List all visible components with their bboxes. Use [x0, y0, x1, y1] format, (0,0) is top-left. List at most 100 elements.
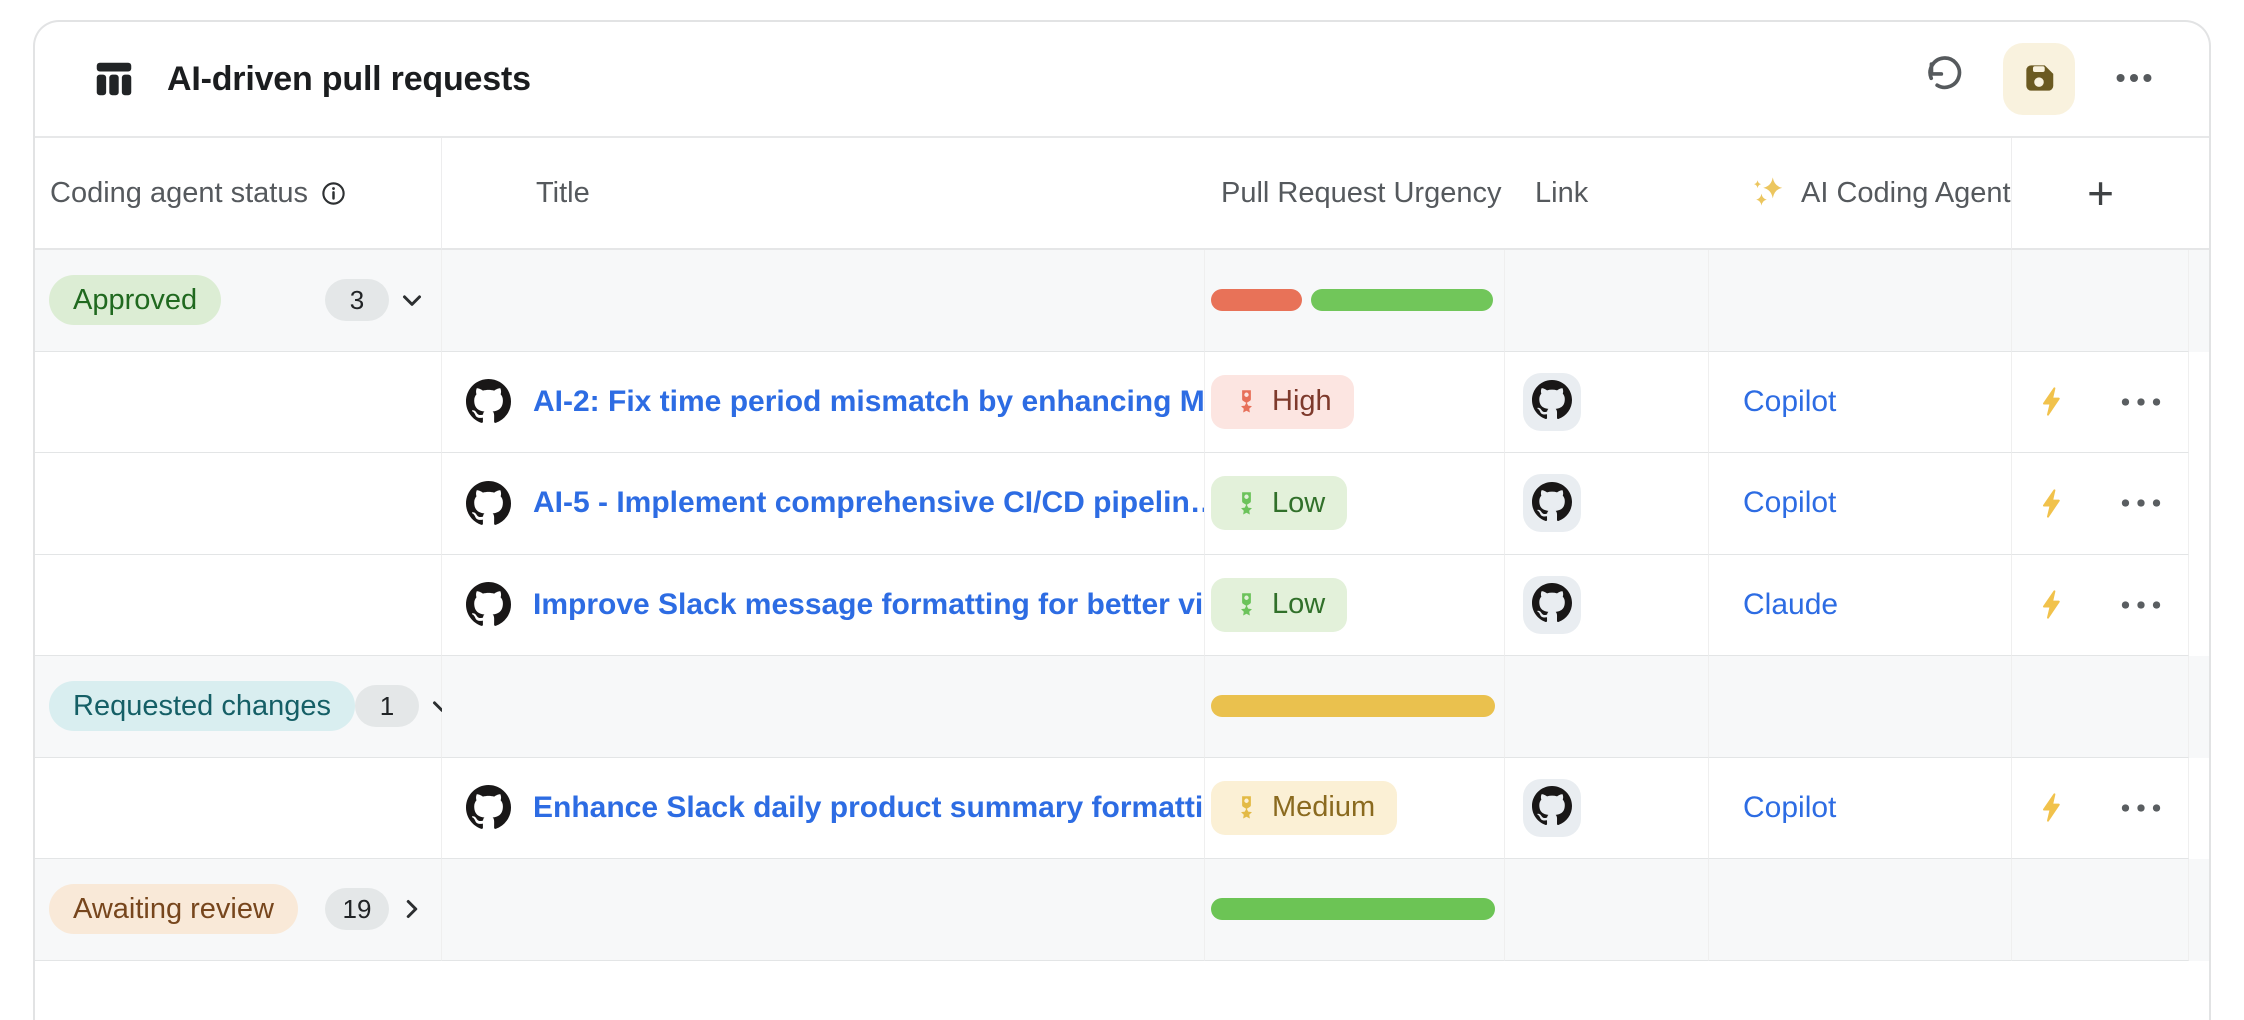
save-button[interactable]: [2003, 43, 2075, 115]
add-field-button[interactable]: +: [2012, 138, 2189, 250]
column-header-pull-request-urgency[interactable]: Pull Request Urgency: [1205, 138, 1505, 250]
group-agent-cell: [1709, 250, 2012, 352]
lightning-icon[interactable]: [2036, 791, 2069, 824]
row-urgency-cell[interactable]: High: [1205, 351, 1505, 453]
urgency-badge[interactable]: Medium: [1211, 780, 1398, 835]
status-badge[interactable]: Approved: [49, 275, 222, 326]
add-icon: +: [2087, 167, 2114, 219]
group-title-cell: [442, 250, 1205, 352]
header-filler: [2189, 138, 2209, 250]
urgency-badge[interactable]: Low: [1211, 476, 1348, 531]
row-actions-cell: [2012, 554, 2189, 656]
row-agent-cell[interactable]: Copilot: [1709, 453, 2012, 555]
row-link-cell: [1505, 554, 1709, 656]
group-agent-cell: [1709, 656, 2012, 758]
urgency-summary-bar: [1211, 289, 1302, 312]
github-link-button[interactable]: [1523, 372, 1581, 431]
lightning-icon[interactable]: [2036, 487, 2069, 520]
row-agent-cell[interactable]: Copilot: [1709, 351, 2012, 453]
group-link-cell: [1505, 250, 1709, 352]
info-icon[interactable]: [320, 180, 347, 207]
urgency-badge[interactable]: High: [1211, 374, 1354, 429]
pull-request-title-link[interactable]: Improve Slack message formatting for bet…: [533, 587, 1204, 621]
row-title-cell[interactable]: AI-5 - Implement comprehensive CI/CD pip…: [442, 453, 1205, 555]
urgency-label: Low: [1272, 486, 1326, 519]
row-status-cell[interactable]: [35, 453, 442, 555]
group-row: Approved 3: [35, 250, 2209, 352]
urgency-summary-bars: [1211, 695, 1495, 718]
more-icon: [2111, 55, 2157, 104]
github-icon: [466, 582, 511, 627]
medal-icon: [1233, 794, 1260, 821]
urgency-badge[interactable]: Low: [1211, 577, 1348, 632]
row-link-cell: [1505, 757, 1709, 859]
lightning-icon[interactable]: [2036, 588, 2069, 621]
group-row: Requested changes 1: [35, 656, 2209, 758]
pull-request-title-link[interactable]: AI-5 - Implement comprehensive CI/CD pip…: [533, 486, 1204, 520]
row-filler: [2189, 250, 2209, 352]
row-menu-icon[interactable]: [2117, 488, 2165, 518]
row-urgency-cell[interactable]: Low: [1205, 453, 1505, 555]
group-status-cell[interactable]: Approved 3: [35, 250, 442, 352]
medal-icon: [1233, 490, 1260, 517]
chevron-down-icon[interactable]: [397, 285, 427, 315]
undo-icon: [1923, 55, 1967, 103]
column-header-ai-coding-agent[interactable]: AI Coding Agent: [1709, 138, 2012, 250]
row-menu-icon[interactable]: [2117, 590, 2165, 620]
ai-coding-agent-link[interactable]: Copilot: [1743, 486, 1837, 520]
column-label: Coding agent status: [50, 176, 308, 209]
status-badge[interactable]: Requested changes: [49, 681, 355, 732]
row-filler: [2189, 554, 2209, 656]
group-urgency-summary-cell: [1205, 250, 1505, 352]
pull-request-title-link[interactable]: AI-2: Fix time period mismatch by enhanc…: [533, 384, 1204, 418]
table-row: Improve Slack message formatting for bet…: [35, 554, 2209, 656]
group-urgency-summary-cell: [1205, 656, 1505, 758]
column-label: Title: [536, 176, 590, 209]
row-title-cell[interactable]: AI-2: Fix time period mismatch by enhanc…: [442, 351, 1205, 453]
urgency-label: High: [1272, 385, 1332, 418]
more-options-button[interactable]: [2111, 55, 2157, 104]
row-link-cell: [1505, 351, 1709, 453]
row-urgency-cell[interactable]: Low: [1205, 554, 1505, 656]
row-menu-icon[interactable]: [2117, 387, 2165, 417]
ai-coding-agent-link[interactable]: Claude: [1743, 587, 1839, 621]
column-label: Pull Request Urgency: [1221, 176, 1502, 209]
page-title: AI-driven pull requests: [167, 59, 531, 98]
group-actions-cell: [2012, 250, 2189, 352]
column-header-link[interactable]: Link: [1505, 138, 1709, 250]
group-status-cell[interactable]: Requested changes 1: [35, 656, 451, 758]
table-grid-icon: [91, 56, 137, 102]
row-status-cell[interactable]: [35, 554, 442, 656]
column-header-coding-agent-status[interactable]: Coding agent status: [35, 138, 442, 250]
github-icon: [1532, 583, 1572, 626]
row-link-cell: [1505, 453, 1709, 555]
github-icon: [466, 480, 511, 526]
undo-button[interactable]: [1923, 55, 1967, 103]
row-menu-icon[interactable]: [2117, 793, 2165, 823]
lightning-icon[interactable]: [2036, 385, 2069, 418]
group-actions-cell: [2012, 859, 2189, 961]
github-link-button[interactable]: [1523, 575, 1581, 634]
row-status-cell[interactable]: [35, 351, 442, 453]
row-agent-cell[interactable]: Claude: [1709, 554, 2012, 656]
toolbar: [1923, 43, 2157, 115]
title-bar: AI-driven pull requests: [35, 22, 2209, 138]
status-badge[interactable]: Awaiting review: [49, 884, 298, 935]
ai-coding-agent-link[interactable]: Copilot: [1743, 790, 1837, 824]
group-status-cell[interactable]: Awaiting review 19: [35, 859, 442, 961]
row-agent-cell[interactable]: Copilot: [1709, 757, 2012, 859]
ai-coding-agent-link[interactable]: Copilot: [1743, 384, 1837, 418]
pull-request-title-link[interactable]: Enhance Slack daily product summary form…: [533, 790, 1204, 824]
row-filler: [2189, 656, 2209, 758]
row-title-cell[interactable]: Improve Slack message formatting for bet…: [442, 554, 1205, 656]
row-urgency-cell[interactable]: Medium: [1205, 757, 1505, 859]
column-header-title[interactable]: Title: [442, 138, 1205, 250]
github-link-button[interactable]: [1523, 778, 1581, 837]
urgency-summary-bars: [1211, 289, 1495, 312]
row-status-cell[interactable]: [35, 757, 442, 859]
group-urgency-summary-cell: [1205, 859, 1505, 961]
github-link-button[interactable]: [1523, 474, 1581, 533]
status-badge-label: Approved: [73, 283, 198, 316]
row-title-cell[interactable]: Enhance Slack daily product summary form…: [442, 757, 1205, 859]
chevron-right-icon[interactable]: [397, 894, 427, 924]
